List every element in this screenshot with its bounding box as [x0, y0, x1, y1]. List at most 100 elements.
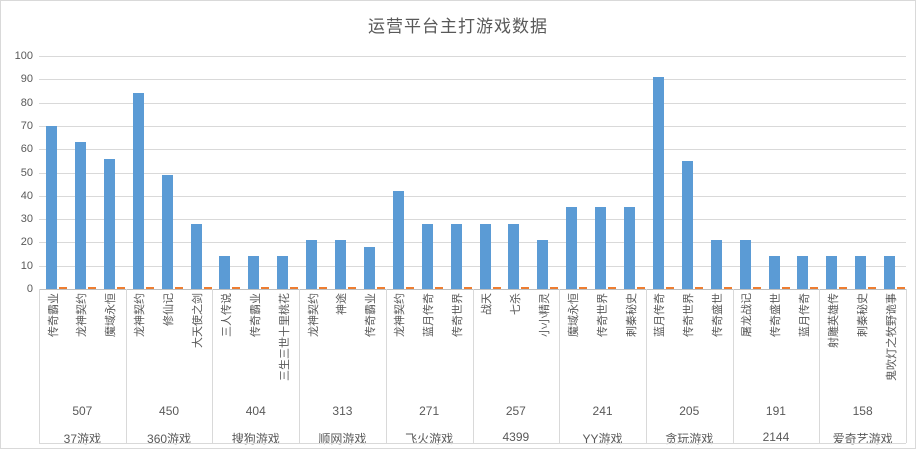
bar: [103, 158, 115, 289]
group-total: 404: [245, 404, 266, 418]
bar-secondary: [550, 286, 559, 289]
bar: [537, 240, 549, 289]
group-total: 450: [159, 404, 180, 418]
game-label: 射雕英雄传: [827, 293, 840, 348]
game-label: 战天: [480, 293, 493, 315]
bar-secondary: [608, 286, 617, 289]
game-label: 龙神契约: [307, 293, 320, 337]
game-label: 刺秦秘史: [856, 293, 869, 337]
bar-secondary: [59, 286, 67, 289]
game-label: 刺秦秘史: [625, 293, 638, 337]
game-label: 龙神契约: [394, 293, 407, 337]
y-tick-label: 80: [20, 96, 33, 109]
platform-label: 爱奇艺游戏: [832, 432, 893, 446]
group-separator: [645, 289, 647, 443]
group-total: 271: [419, 404, 440, 418]
bar: [681, 160, 693, 289]
group-separator: [819, 289, 821, 443]
group-total: 507: [72, 404, 93, 418]
gridline: [39, 102, 906, 104]
bar-secondary: [319, 286, 328, 289]
y-tick-label: 30: [20, 213, 33, 226]
game-label: 魔域永恒: [105, 293, 118, 337]
bar-secondary: [116, 286, 125, 289]
group-separator: [732, 289, 734, 443]
gridline: [39, 79, 906, 81]
bar-secondary: [752, 286, 761, 289]
gridline: [39, 56, 906, 57]
bar: [739, 240, 751, 289]
bar: [855, 256, 867, 289]
bar: [595, 207, 607, 289]
game-label: 蓝月传奇: [423, 293, 436, 337]
bar-secondary: [694, 286, 703, 289]
platform-label: 2144: [762, 430, 790, 444]
bar: [132, 93, 144, 289]
game-label: 小小精灵: [538, 293, 551, 337]
game-label: 传奇霸业: [365, 293, 378, 337]
game-label: 传奇世界: [452, 293, 465, 337]
bar: [826, 256, 838, 289]
bar-secondary: [376, 286, 385, 289]
group-separator: [212, 289, 214, 443]
game-label: 传奇世界: [596, 293, 609, 337]
group-separator: [472, 289, 474, 443]
game-label: 龙神契约: [134, 293, 147, 337]
y-tick-label: 90: [20, 73, 33, 86]
group-total: 257: [505, 404, 526, 418]
platform-label: 360游戏: [147, 432, 192, 446]
bar-secondary: [145, 286, 154, 289]
gridline: [39, 265, 906, 267]
game-label: 传奇霸业: [47, 293, 60, 337]
bar: [190, 223, 202, 289]
bar-secondary: [781, 286, 790, 289]
bar: [335, 240, 346, 289]
bar: [768, 256, 780, 289]
gridline: [39, 195, 906, 197]
bar: [248, 256, 260, 289]
group-separator: [385, 289, 387, 443]
bar: [450, 223, 462, 289]
game-label: 大天使之剑: [191, 293, 204, 348]
game-label: 三生三世十里桃花: [278, 293, 291, 381]
bar: [306, 240, 318, 289]
gridline: [39, 172, 906, 174]
bar-secondary: [232, 286, 241, 289]
platform-label: 飞火游戏: [405, 432, 454, 446]
group-total: 158: [852, 404, 873, 418]
bar: [219, 256, 231, 289]
game-label: 七杀: [509, 293, 522, 315]
platform-label: 顺网游戏: [318, 432, 367, 446]
bar-secondary: [203, 286, 212, 289]
bar: [508, 223, 520, 289]
y-tick-label: 70: [20, 119, 33, 132]
platform-label: YY游戏: [582, 432, 623, 446]
bar: [652, 77, 664, 289]
group-separator: [906, 289, 907, 443]
group-total: 205: [679, 404, 700, 418]
y-tick-label: 10: [20, 259, 33, 272]
group-separator: [39, 289, 40, 443]
game-label: 三人传说: [220, 293, 233, 337]
y-tick-label: 20: [20, 236, 33, 249]
game-label: 蓝月传奇: [654, 293, 667, 337]
group-total: 313: [332, 404, 353, 418]
bar: [797, 256, 809, 289]
bar-secondary: [261, 286, 270, 289]
bar-secondary: [665, 286, 674, 289]
bar-secondary: [521, 286, 530, 289]
y-tick-label: 0: [26, 283, 33, 295]
bar-secondary: [839, 286, 848, 289]
game-label: 修仙记: [163, 293, 175, 326]
bar: [363, 247, 375, 289]
bar: [74, 142, 86, 289]
bar-secondary: [868, 286, 877, 289]
bar: [479, 223, 491, 289]
bar-secondary: [434, 286, 443, 289]
game-label: 蓝月传奇: [798, 293, 811, 337]
platform-label: 搜狗游戏: [231, 432, 280, 446]
game-label: 神途: [336, 293, 349, 315]
bar: [884, 256, 896, 289]
bar-secondary: [405, 286, 414, 289]
game-label: 鬼吹灯之牧野诡事: [885, 293, 898, 381]
